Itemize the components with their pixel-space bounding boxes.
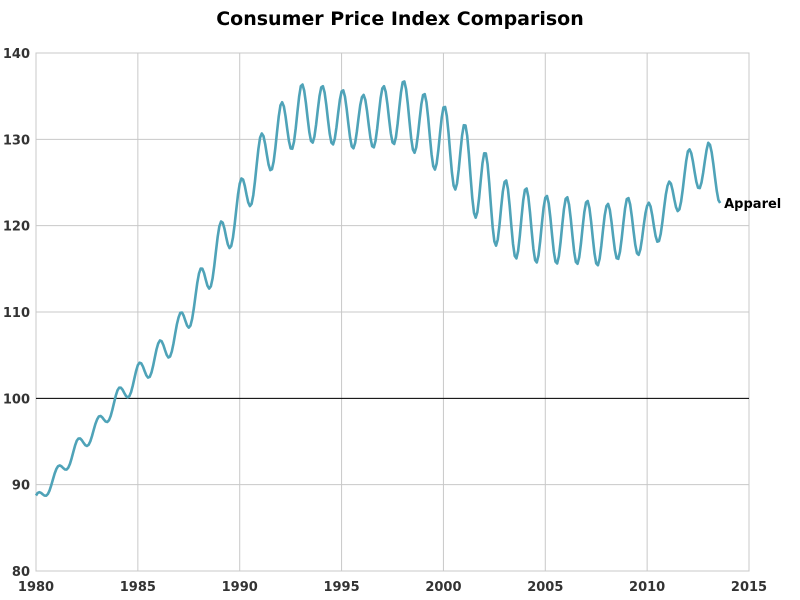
y-tick-label-110: 110: [3, 306, 30, 321]
x-tick-label-1995: 1995: [323, 580, 359, 595]
x-tick-label-2015: 2015: [731, 580, 767, 595]
y-tick-label-80: 80: [12, 565, 30, 580]
y-tick-label-130: 130: [3, 133, 30, 148]
series-label-apparel: Apparel: [724, 197, 781, 212]
y-tick-label-120: 120: [3, 220, 30, 235]
y-tick-label-140: 140: [3, 47, 30, 62]
x-tick-label-2010: 2010: [629, 580, 665, 595]
x-tick-label-1990: 1990: [222, 580, 258, 595]
y-tick-label-90: 90: [12, 479, 30, 494]
x-tick-label-1980: 1980: [18, 580, 54, 595]
chart-title: Consumer Price Index Comparison: [216, 8, 584, 30]
x-tick-label-1985: 1985: [120, 580, 156, 595]
y-tick-label-100: 100: [3, 392, 30, 407]
x-tick-label-2005: 2005: [527, 580, 563, 595]
x-tick-label-2000: 2000: [425, 580, 461, 595]
series-line-apparel: [34, 80, 722, 498]
